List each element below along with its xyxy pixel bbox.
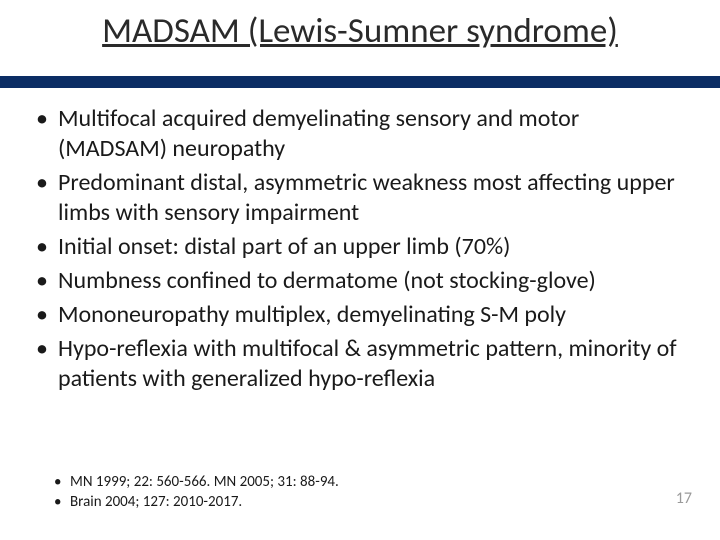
- slide-title: MADSAM (Lewis-Sumner syndrome): [102, 10, 618, 52]
- bullet-list: Multifocal acquired demyelinating sensor…: [28, 104, 692, 394]
- slide: MADSAM (Lewis-Sumner syndrome) Multifoca…: [0, 0, 720, 540]
- body-area: Multifocal acquired demyelinating sensor…: [28, 104, 692, 398]
- reference-item: MN 1999; 22: 560-566. MN 2005; 31: 88-94…: [50, 473, 339, 493]
- list-item: Numbness confined to dermatome (not stoc…: [28, 266, 692, 296]
- list-item: Mononeuropathy multiplex, demyelinating …: [28, 300, 692, 330]
- accent-strip: [0, 76, 720, 88]
- page-number: 17: [676, 489, 692, 508]
- list-item: Hypo-reflexia with multifocal & asymmetr…: [28, 334, 692, 394]
- list-item: Initial onset: distal part of an upper l…: [28, 232, 692, 262]
- list-item: Predominant distal, asymmetric weakness …: [28, 168, 692, 228]
- references: MN 1999; 22: 560-566. MN 2005; 31: 88-94…: [50, 473, 339, 512]
- list-item: Multifocal acquired demyelinating sensor…: [28, 104, 692, 164]
- title-band: MADSAM (Lewis-Sumner syndrome): [0, 0, 720, 76]
- reference-item: Brain 2004; 127: 2010-2017.: [50, 493, 339, 513]
